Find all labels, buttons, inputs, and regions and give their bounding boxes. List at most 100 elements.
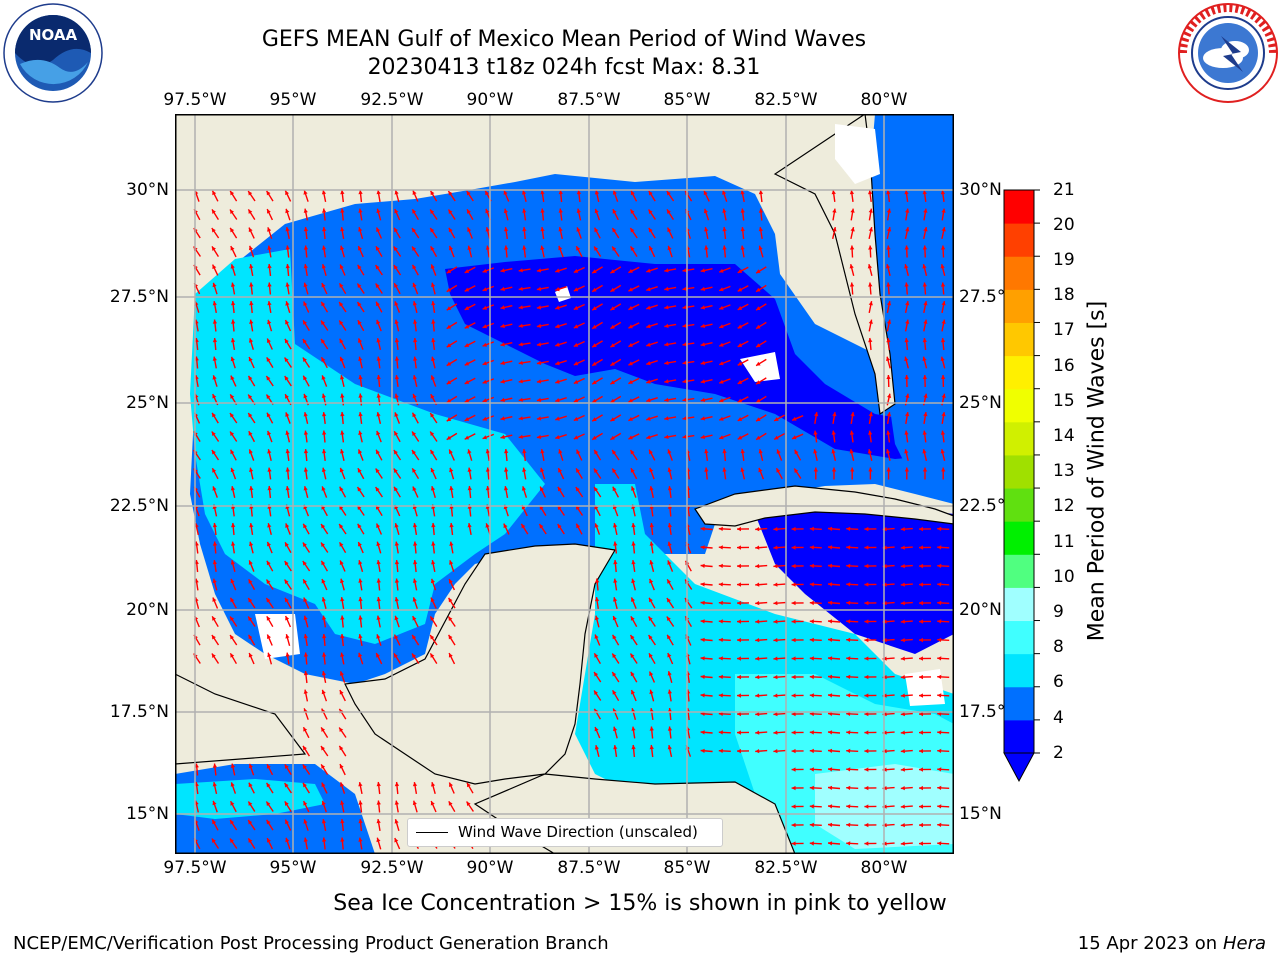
wave-direction-arrowhead <box>628 305 633 310</box>
wave-direction-arrowhead <box>937 656 942 661</box>
wave-direction-arrowhead <box>828 582 833 587</box>
wave-direction-arrowhead <box>485 208 490 214</box>
wave-direction-arrowhead <box>937 841 942 846</box>
wave-direction-arrowhead <box>322 634 327 639</box>
wave-direction-arrowhead <box>448 616 453 621</box>
wave-direction-arrowhead <box>539 524 544 529</box>
wave-direction-arrowhead <box>430 801 435 806</box>
wave-direction-arrowhead <box>755 712 760 717</box>
wave-direction-arrowhead <box>573 268 579 273</box>
wave-direction-arrowhead <box>467 523 472 528</box>
wave-direction-arrowhead <box>339 560 344 565</box>
wave-direction-arrowhead <box>900 767 905 772</box>
colorbar-ticks: 21 20 19 18 17 16 15 14 13 12 11 10 9 8 … <box>1053 0 1113 960</box>
colorbar-tick: 6 <box>1053 672 1064 692</box>
wave-direction-arrowhead <box>393 246 398 251</box>
wave-direction-arrowhead <box>212 800 217 806</box>
wave-direction-arrowhead <box>737 600 741 606</box>
wave-direction-arrowhead <box>339 338 344 344</box>
wave-direction-arrowhead <box>868 467 873 472</box>
wave-direction-arrowhead <box>482 361 487 366</box>
legend-label: Wind Wave Direction (unscaled) <box>458 823 698 841</box>
wave-direction-arrowhead <box>555 379 560 384</box>
wave-direction-arrowhead <box>500 323 505 329</box>
wave-direction-arrowhead <box>828 637 833 642</box>
wave-direction-arrowhead <box>719 268 724 273</box>
wave-direction-arrowhead <box>284 783 289 788</box>
wave-direction-arrowhead <box>303 523 308 529</box>
wave-direction-arrowhead <box>322 837 327 842</box>
wave-direction-arrowhead <box>249 301 254 306</box>
wave-direction-arrowhead <box>682 434 687 439</box>
wave-direction-arrowhead <box>449 560 454 565</box>
wave-direction-arrowhead <box>449 467 454 473</box>
wave-direction-arrowhead <box>303 393 308 399</box>
wave-direction-arrowhead <box>828 693 833 698</box>
wave-direction-arrowhead <box>249 467 254 472</box>
wave-direction-arrowhead <box>376 837 381 843</box>
wave-direction-arrowhead <box>704 245 709 250</box>
wave-direction-arrowhead <box>485 523 490 528</box>
wave-direction-arrowhead <box>413 560 418 565</box>
wave-direction-arrowhead <box>376 449 380 455</box>
colorbar-segment <box>1004 686 1034 721</box>
wave-direction-arrowhead <box>937 545 942 550</box>
wave-direction-arrowhead <box>376 356 381 361</box>
wave-direction-arrowhead <box>941 227 946 232</box>
wave-direction-arrowhead <box>919 730 923 735</box>
wave-direction-arrowhead <box>358 542 362 547</box>
wave-direction-arrowhead <box>886 375 891 379</box>
wave-direction-arrowhead <box>339 283 344 288</box>
wave-direction-arrowhead <box>773 675 778 680</box>
wave-direction-arrowhead <box>941 375 946 379</box>
wave-direction-arrowhead <box>610 306 615 311</box>
wave-direction-arrowhead <box>482 324 487 329</box>
wave-direction-arrowhead <box>412 800 417 806</box>
wave-direction-arrowhead <box>412 616 417 621</box>
wave-direction-arrowhead <box>212 486 217 491</box>
wave-direction-arrowhead <box>394 782 400 787</box>
lon-tick-top: 92.5°W <box>360 90 424 110</box>
wave-direction-arrowhead <box>394 319 399 324</box>
wave-direction-arrowhead <box>937 822 942 827</box>
wave-direction-arrowhead <box>267 467 272 472</box>
wave-direction-arrowhead <box>919 600 923 606</box>
wave-direction-arrowhead <box>594 727 599 732</box>
lon-tick-top: 97.5°W <box>163 90 227 110</box>
wave-direction-arrowhead <box>850 412 855 417</box>
wave-direction-arrowhead <box>230 560 235 565</box>
wave-direction-arrowhead <box>846 767 851 772</box>
map-frame <box>175 114 954 854</box>
wave-direction-arrowhead <box>722 208 727 213</box>
wave-direction-arrowhead <box>646 398 651 403</box>
wave-direction-arrowhead <box>773 712 778 717</box>
wave-direction-arrowhead <box>648 190 653 196</box>
wave-direction-arrowhead <box>303 801 308 806</box>
wave-direction-arrowhead <box>339 727 344 732</box>
wave-direction-arrowhead <box>755 619 760 624</box>
wave-direction-arrowhead <box>522 245 527 250</box>
wave-direction-arrowhead <box>573 287 579 292</box>
wave-direction-arrowhead <box>303 449 309 454</box>
wave-direction-arrowhead <box>558 227 563 232</box>
wave-direction-arrowhead <box>285 523 290 528</box>
wave-direction-arrowhead <box>682 379 687 384</box>
wave-direction-arrowhead <box>555 268 560 273</box>
wave-direction-arrowhead <box>321 320 325 325</box>
wave-direction-arrowhead <box>393 265 398 270</box>
wave-direction-arrowhead <box>376 541 381 547</box>
wave-direction-arrowhead <box>864 545 869 550</box>
wave-direction-arrowhead <box>667 726 673 731</box>
lat-tick-right: 20°N <box>959 600 1002 620</box>
wave-direction-arrowhead <box>828 785 833 790</box>
wave-direction-arrowhead <box>755 749 760 754</box>
wave-direction-arrowhead <box>886 282 891 287</box>
wave-direction-arrowhead <box>573 342 579 347</box>
wave-direction-arrowhead <box>813 430 818 435</box>
wave-direction-arrowhead <box>536 342 542 347</box>
wave-direction-arrowhead <box>809 748 814 754</box>
wave-direction-arrowhead <box>610 324 615 329</box>
wave-direction-arrowhead <box>737 361 743 366</box>
wave-direction-arrowhead <box>900 601 905 606</box>
wave-direction-arrowhead <box>230 209 234 214</box>
